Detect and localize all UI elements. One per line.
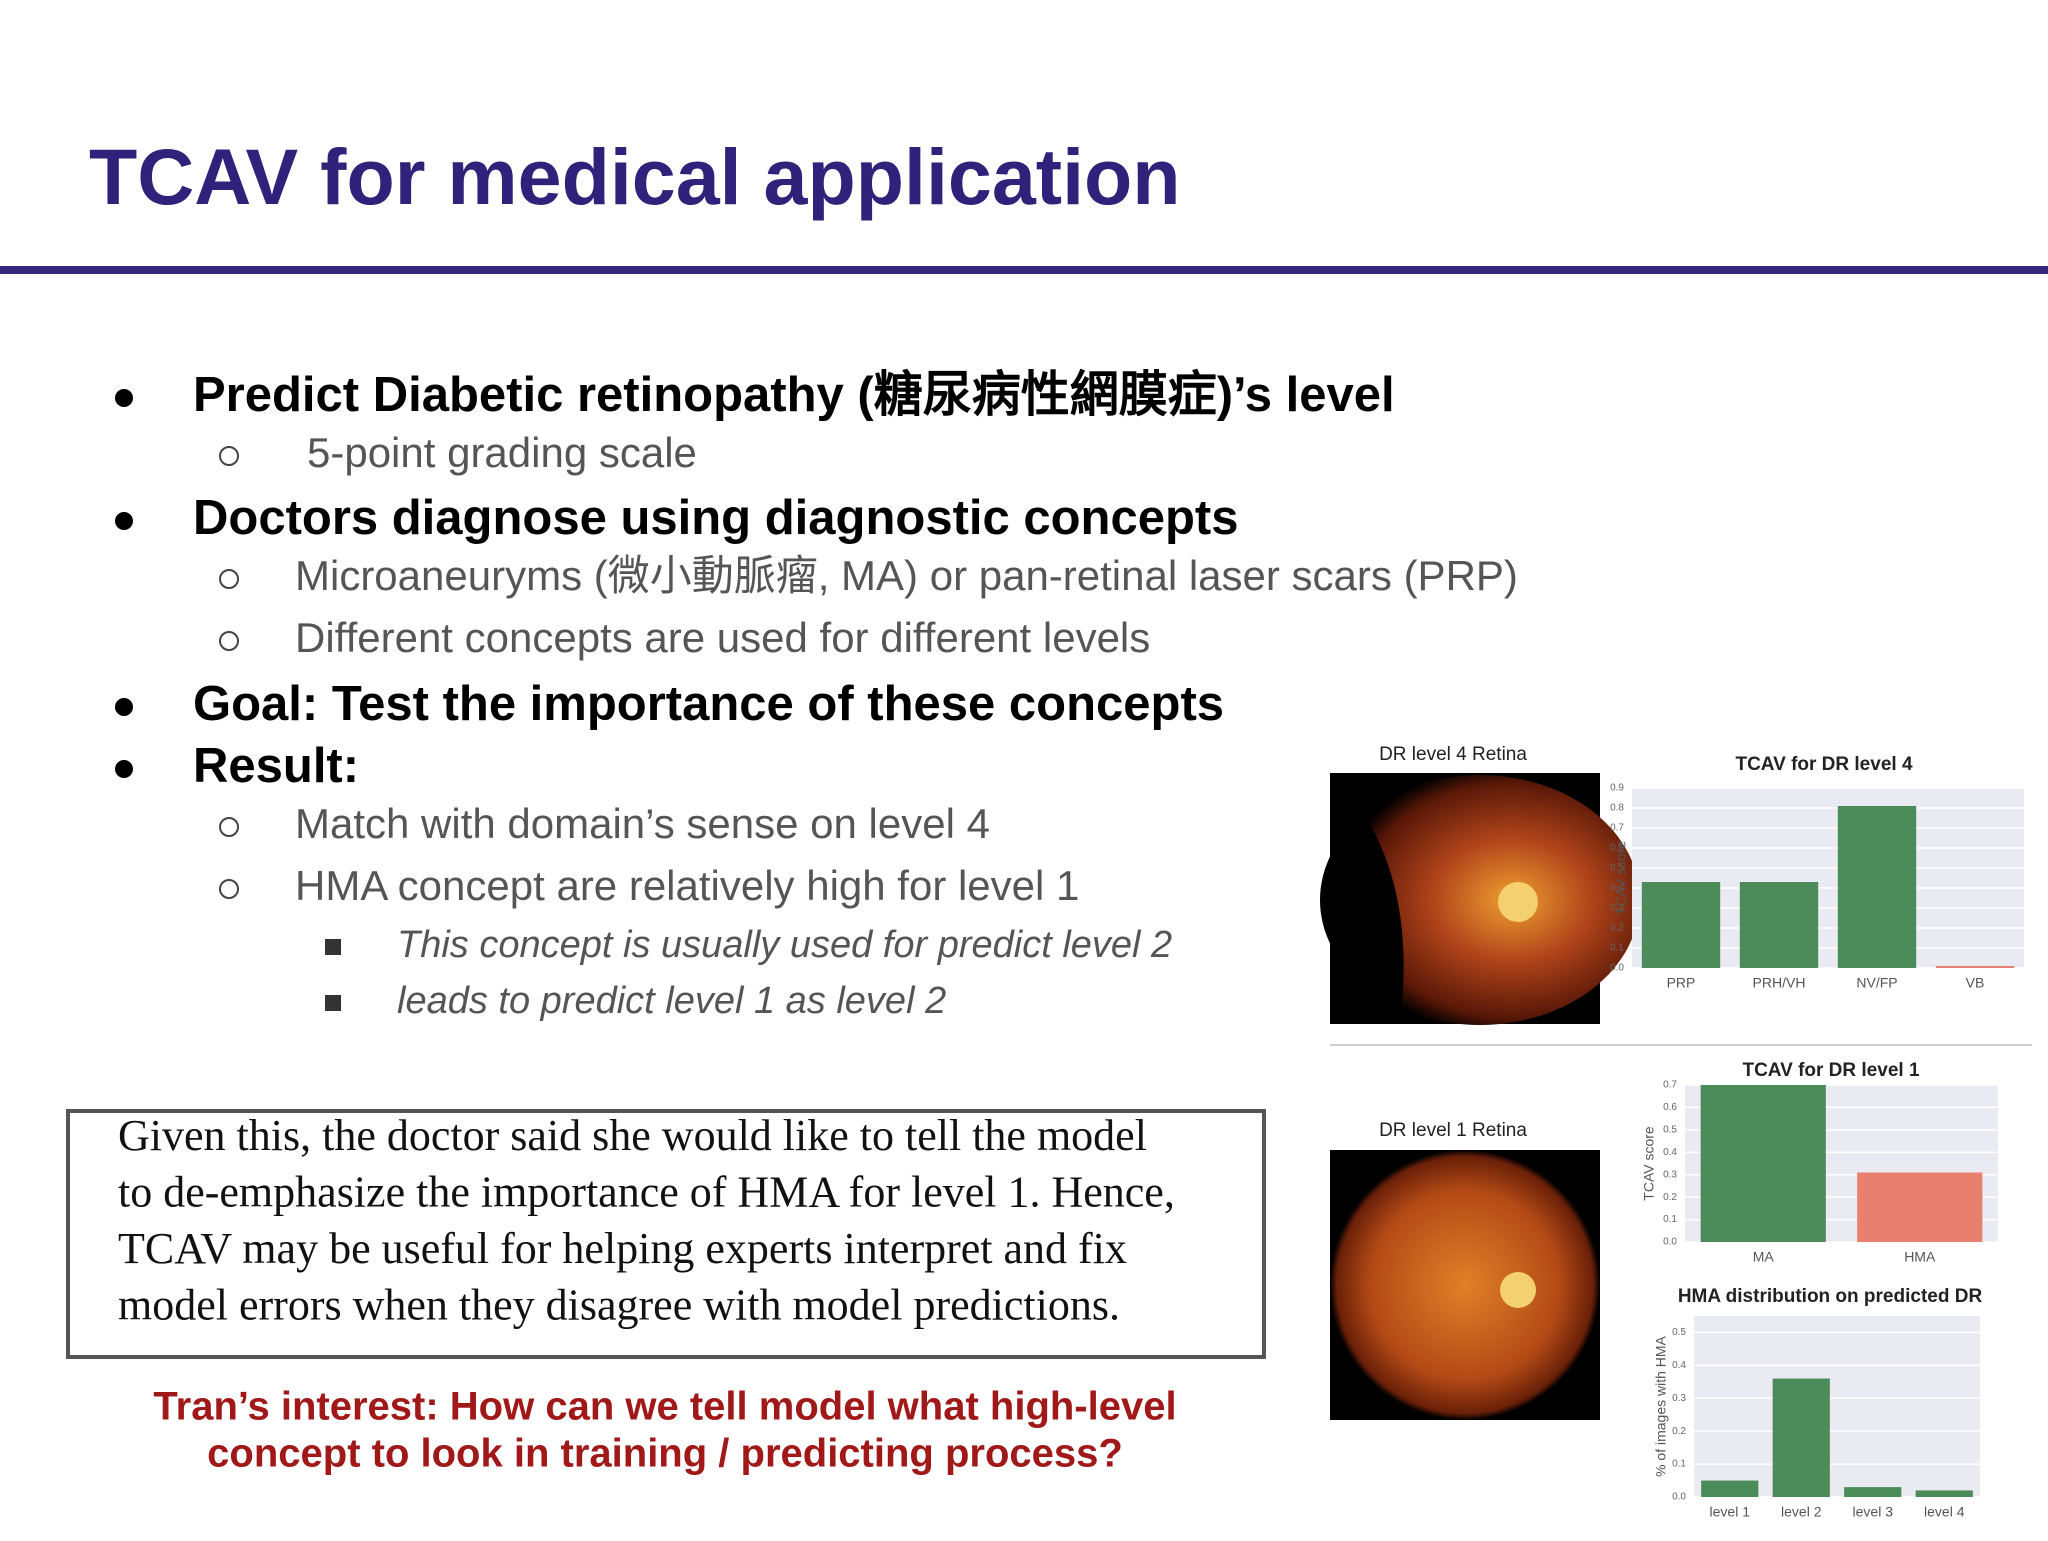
- retina-image: [1330, 773, 1404, 1024]
- bar: [1935, 966, 2015, 968]
- image-label: DR level 1 Retina: [1379, 1120, 1527, 1141]
- y-axis-label: TCAV score: [1613, 841, 1629, 916]
- optic-disc: [1498, 882, 1538, 922]
- y-tick-label: 0.1: [1663, 1214, 1677, 1225]
- bullet-text: Doctors diagnose using diagnostic concep…: [193, 491, 1239, 545]
- x-tick-label: level 3: [1853, 1504, 1894, 1520]
- y-tick-label: 0.9: [1610, 783, 1624, 794]
- bar: [1837, 806, 1917, 968]
- quote-line: Given this, the doctor said she would li…: [118, 1111, 1147, 1160]
- chart-title: HMA distribution on predicted DR: [1678, 1286, 1983, 1307]
- x-tick-label: level 4: [1924, 1504, 1965, 1520]
- bullet-text: HMA concept are relatively high for leve…: [295, 862, 1079, 909]
- retina-image: [1330, 1150, 1600, 1420]
- x-tick-label: level 2: [1781, 1504, 1822, 1520]
- y-axis-label: TCAV score: [1641, 1126, 1657, 1201]
- bullet-text: Different concepts are used for differen…: [295, 614, 1150, 661]
- bullet-text: Match with domain’s sense on level 4: [295, 800, 990, 847]
- bar: [1915, 1490, 1973, 1497]
- bullet-marker: [219, 569, 239, 589]
- y-tick-label: 0.6: [1610, 843, 1624, 854]
- bullet-text: Microaneuryms (微小動脈瘤, MA) or pan-retinal…: [295, 552, 1518, 599]
- y-tick-label: 0.7: [1663, 1080, 1677, 1091]
- bullet-text: Predict Diabetic retinopathy (糖尿病性網膜症)’s…: [193, 368, 1395, 422]
- y-tick-label: 0.1: [1610, 943, 1624, 954]
- y-tick-label: 0.6: [1663, 1102, 1677, 1113]
- bar: [1857, 1172, 1983, 1242]
- image-label: DR level 4 Retina: [1379, 744, 1527, 765]
- optic-disc: [1500, 1272, 1536, 1308]
- plot-area: [1694, 1316, 1980, 1497]
- interest-line: concept to look in training / predicting…: [207, 1432, 1123, 1476]
- bar: [1700, 1085, 1826, 1242]
- x-tick-label: level 1: [1710, 1504, 1751, 1520]
- quote-box: [66, 1109, 1266, 1359]
- bullet-marker: [219, 631, 239, 651]
- bullet-marker: [115, 389, 133, 407]
- y-tick-label: 0.5: [1672, 1327, 1686, 1338]
- y-tick-label: 0.4: [1672, 1360, 1686, 1371]
- bar: [1844, 1487, 1902, 1497]
- bar: [1641, 882, 1721, 968]
- quote-line: to de-emphasize the importance of HMA fo…: [118, 1168, 1175, 1217]
- y-axis-label: % of images with HMA: [1653, 1335, 1669, 1476]
- y-tick-label: 0.7: [1610, 823, 1624, 834]
- bullet-marker: [325, 939, 341, 955]
- bullet-text: leads to predict level 1 as level 2: [397, 980, 946, 1022]
- y-tick-label: 0.2: [1610, 923, 1624, 934]
- interest-line: Tran’s interest: How can we tell model w…: [153, 1385, 1176, 1429]
- y-tick-label: 0.5: [1663, 1124, 1677, 1135]
- bullet-text: Goal: Test the importance of these conce…: [193, 677, 1224, 731]
- y-tick-label: 0.0: [1610, 963, 1624, 974]
- slide-title: TCAV for medical application: [89, 132, 1181, 221]
- x-tick-label: HMA: [1904, 1249, 1936, 1265]
- bullet-marker: [219, 817, 239, 837]
- bullet-marker: [115, 512, 133, 530]
- y-tick-label: 0.2: [1663, 1192, 1677, 1203]
- quote-line: TCAV may be useful for helping experts i…: [118, 1224, 1127, 1273]
- bullet-text: Result:: [193, 739, 359, 793]
- title-rule: [0, 266, 2048, 274]
- quote-line: model errors when they disagree with mod…: [118, 1281, 1120, 1330]
- chart-title: TCAV for DR level 4: [1735, 754, 1912, 775]
- x-tick-label: PRH/VH: [1753, 975, 1806, 991]
- x-tick-label: PRP: [1667, 975, 1696, 991]
- bullet-text: 5-point grading scale: [307, 429, 697, 476]
- x-tick-label: VB: [1966, 975, 1985, 991]
- x-tick-label: MA: [1753, 1249, 1775, 1265]
- y-tick-label: 0.2: [1672, 1426, 1686, 1437]
- y-tick-label: 0.3: [1610, 903, 1624, 914]
- bullet-marker: [325, 995, 341, 1011]
- y-tick-label: 0.1: [1672, 1459, 1686, 1470]
- y-tick-label: 0.4: [1663, 1147, 1677, 1158]
- y-tick-label: 0.3: [1672, 1393, 1686, 1404]
- bullet-marker: [219, 879, 239, 899]
- y-tick-label: 0.8: [1610, 803, 1624, 814]
- bullet-marker: [115, 698, 133, 716]
- y-tick-label: 0.0: [1672, 1492, 1686, 1503]
- bullet-text: This concept is usually used for predict…: [397, 924, 1172, 966]
- y-tick-label: 0.0: [1663, 1237, 1677, 1248]
- x-tick-label: NV/FP: [1856, 975, 1897, 991]
- bullet-marker: [219, 446, 239, 466]
- bar: [1701, 1480, 1759, 1497]
- y-tick-label: 0.5: [1610, 863, 1624, 874]
- bar: [1772, 1378, 1830, 1497]
- y-tick-label: 0.3: [1663, 1169, 1677, 1180]
- chart-title: TCAV for DR level 1: [1742, 1060, 1919, 1081]
- y-tick-label: 0.4: [1610, 883, 1624, 894]
- bullet-marker: [115, 760, 133, 778]
- bar: [1739, 882, 1819, 968]
